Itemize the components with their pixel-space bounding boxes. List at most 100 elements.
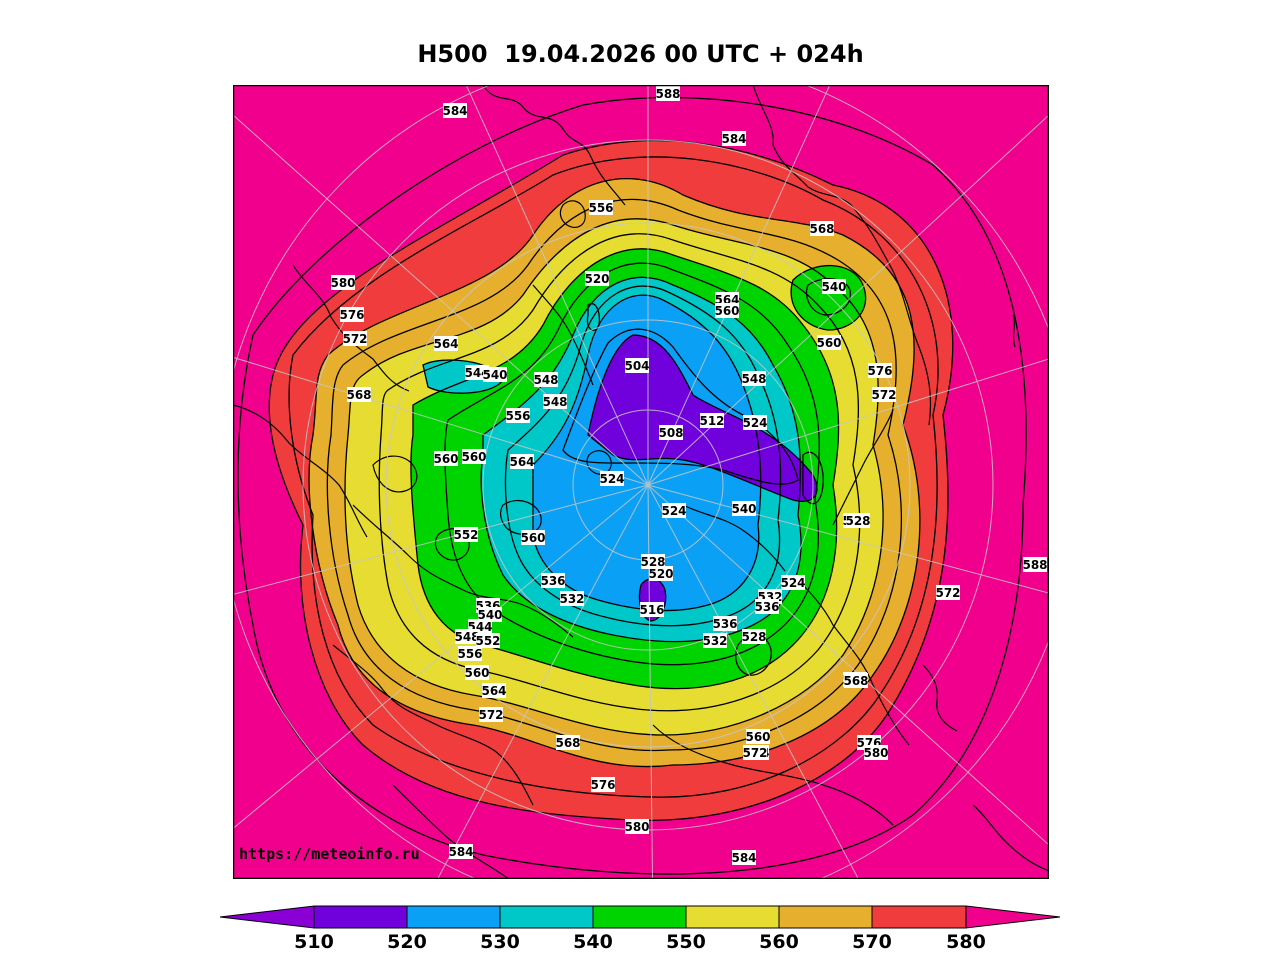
contour-label: 572 bbox=[935, 585, 961, 600]
colorbar-label-540: 540 bbox=[573, 931, 613, 953]
contour-label: 560 bbox=[464, 665, 490, 680]
contour-label: 584 bbox=[448, 844, 474, 859]
colorbar-bin-530 bbox=[499, 905, 594, 929]
svg-text:560: 560 bbox=[433, 452, 458, 466]
svg-text:524: 524 bbox=[599, 472, 624, 486]
svg-text:548: 548 bbox=[542, 395, 567, 409]
contour-label: 564 bbox=[481, 683, 507, 698]
colorbar-bin-510 bbox=[313, 905, 408, 929]
contour-label: 528 bbox=[741, 629, 767, 644]
svg-text:564: 564 bbox=[481, 684, 506, 698]
colorbar-bin-520 bbox=[406, 905, 501, 929]
colorbar-label-570: 570 bbox=[852, 931, 892, 953]
contour-label: 528 bbox=[845, 513, 871, 528]
svg-text:580: 580 bbox=[330, 276, 355, 290]
contour-label: 536 bbox=[540, 573, 566, 588]
svg-text:584: 584 bbox=[442, 104, 467, 118]
contour-label: 540 bbox=[821, 279, 847, 294]
contour-label: 520 bbox=[584, 271, 610, 286]
contour-label: 548 bbox=[454, 629, 480, 644]
contour-label: 560 bbox=[745, 729, 771, 744]
svg-text:536: 536 bbox=[540, 574, 565, 588]
contour-label: 560 bbox=[433, 451, 459, 466]
svg-text:552: 552 bbox=[453, 528, 478, 542]
svg-text:528: 528 bbox=[640, 555, 665, 569]
colorbar-bin-540 bbox=[592, 905, 687, 929]
map-frame bbox=[233, 85, 1049, 879]
contour-label: 520 bbox=[648, 566, 674, 581]
svg-text:560: 560 bbox=[745, 730, 770, 744]
contour-label: 536 bbox=[754, 599, 780, 614]
svg-text:508: 508 bbox=[658, 426, 683, 440]
contour-label: 524 bbox=[599, 471, 625, 486]
contour-label: 556 bbox=[457, 646, 483, 661]
contour-label: 568 bbox=[809, 221, 835, 236]
svg-text:524: 524 bbox=[661, 504, 686, 518]
svg-text:532: 532 bbox=[559, 592, 584, 606]
svg-text:504: 504 bbox=[624, 359, 649, 373]
contour-label: 528 bbox=[640, 554, 666, 569]
contour-label: 540 bbox=[731, 501, 757, 516]
svg-text:560: 560 bbox=[464, 666, 489, 680]
colorbar-high-arrow bbox=[965, 905, 1061, 929]
contour-label: 556 bbox=[505, 408, 531, 423]
contour-label: 588 bbox=[655, 86, 681, 101]
contour-label: 548 bbox=[542, 394, 568, 409]
contour-label: 560 bbox=[816, 335, 842, 350]
contour-label: 568 bbox=[346, 387, 372, 402]
contour-label: 576 bbox=[867, 363, 893, 378]
svg-text:572: 572 bbox=[478, 708, 503, 722]
svg-text:560: 560 bbox=[816, 336, 841, 350]
svg-text:532: 532 bbox=[702, 634, 727, 648]
contour-label: 584 bbox=[442, 103, 468, 118]
svg-text:576: 576 bbox=[590, 778, 615, 792]
colorbar-label-530: 530 bbox=[480, 931, 520, 953]
contour-label: 572 bbox=[871, 387, 897, 402]
coastlines bbox=[233, 85, 1049, 879]
contour-label: 560 bbox=[461, 449, 487, 464]
contour-label: 540 bbox=[477, 607, 503, 622]
svg-text:516: 516 bbox=[639, 603, 664, 617]
svg-text:568: 568 bbox=[555, 736, 580, 750]
svg-text:560: 560 bbox=[520, 531, 545, 545]
svg-text:564: 564 bbox=[509, 455, 534, 469]
svg-text:576: 576 bbox=[867, 364, 892, 378]
svg-text:540: 540 bbox=[477, 608, 502, 622]
svg-text:524: 524 bbox=[780, 576, 805, 590]
contour-label: 524 bbox=[780, 575, 806, 590]
colorbar-label-520: 520 bbox=[387, 931, 427, 953]
contour-label: 516 bbox=[639, 602, 665, 617]
contour-label: 576 bbox=[339, 307, 365, 322]
contour-label: 512 bbox=[699, 413, 725, 428]
contour-label: 548 bbox=[533, 372, 559, 387]
contour-label: 572 bbox=[342, 331, 368, 346]
contour-label: 572 bbox=[478, 707, 504, 722]
svg-text:568: 568 bbox=[809, 222, 834, 236]
svg-text:556: 556 bbox=[505, 409, 530, 423]
contour-label: 584 bbox=[721, 131, 747, 146]
colorbar-low-arrow bbox=[220, 905, 315, 929]
svg-text:528: 528 bbox=[741, 630, 766, 644]
svg-text:524: 524 bbox=[742, 416, 767, 430]
svg-text:528: 528 bbox=[845, 514, 870, 528]
contour-label: 560 bbox=[520, 530, 546, 545]
svg-text:588: 588 bbox=[655, 87, 680, 101]
contour-label: 588 bbox=[1022, 557, 1048, 572]
svg-text:520: 520 bbox=[648, 567, 673, 581]
svg-text:580: 580 bbox=[624, 820, 649, 834]
svg-text:572: 572 bbox=[742, 746, 767, 760]
svg-text:556: 556 bbox=[588, 201, 613, 215]
svg-text:576: 576 bbox=[339, 308, 364, 322]
svg-text:588: 588 bbox=[1022, 558, 1047, 572]
svg-text:572: 572 bbox=[871, 388, 896, 402]
contour-label: 552 bbox=[475, 633, 501, 648]
svg-text:584: 584 bbox=[448, 845, 473, 859]
svg-text:560: 560 bbox=[461, 450, 486, 464]
contour-label: 536 bbox=[712, 616, 738, 631]
contour-label: 508 bbox=[658, 425, 684, 440]
contour-label: 524 bbox=[742, 415, 768, 430]
colorbar-label-550: 550 bbox=[666, 931, 706, 953]
chart-title: H500 19.04.2026 00 UTC + 024h bbox=[417, 40, 864, 68]
svg-text:568: 568 bbox=[346, 388, 371, 402]
contour-label: 568 bbox=[843, 673, 869, 688]
